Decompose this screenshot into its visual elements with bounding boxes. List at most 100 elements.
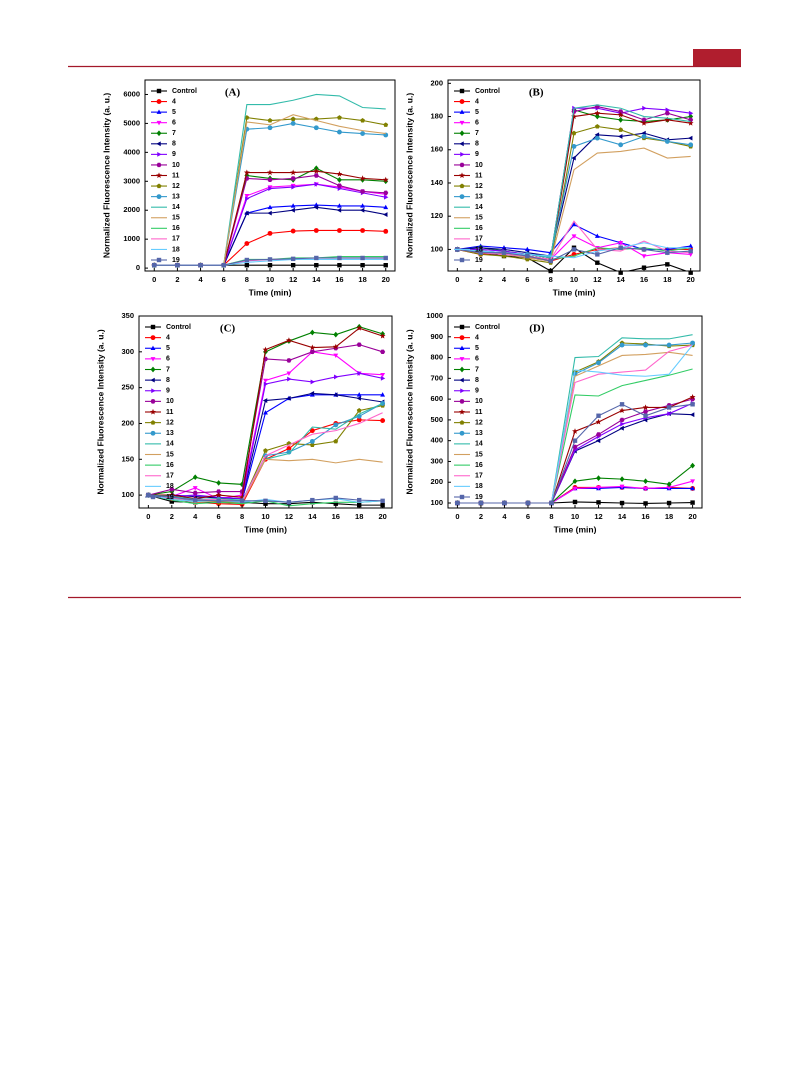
legend-marker — [459, 194, 465, 200]
marker — [688, 252, 694, 258]
marker — [262, 398, 268, 403]
legend-marker — [459, 99, 465, 104]
marker — [333, 438, 339, 444]
marker — [290, 176, 296, 181]
marker — [619, 425, 624, 431]
y-tick-label: 800 — [430, 353, 443, 362]
legend-label: 17 — [475, 236, 483, 243]
marker — [337, 228, 342, 233]
legend-label: 18 — [475, 246, 483, 253]
marker — [336, 170, 343, 177]
marker — [595, 432, 602, 437]
series-line — [148, 344, 383, 496]
series-line — [154, 167, 386, 266]
marker — [643, 501, 648, 506]
x-tick-label: 20 — [382, 275, 390, 284]
marker — [267, 230, 273, 236]
marker — [619, 500, 625, 506]
marker — [290, 207, 295, 213]
legend-marker — [459, 430, 465, 436]
marker — [690, 462, 696, 469]
marker — [596, 485, 601, 491]
legend-label: 11 — [166, 409, 174, 416]
marker — [478, 250, 483, 255]
legend-marker — [157, 151, 162, 157]
legend-label: 5 — [475, 109, 479, 116]
x-tick-label: 10 — [570, 275, 578, 284]
marker — [337, 176, 342, 183]
x-tick-label: 14 — [618, 512, 627, 521]
marker — [244, 257, 250, 263]
y-tick-label: 200 — [121, 418, 134, 427]
x-tick-label: 0 — [152, 275, 156, 284]
marker — [175, 263, 180, 268]
y-tick-label: 180 — [430, 112, 443, 121]
legend-label: 6 — [475, 120, 479, 127]
marker — [664, 139, 670, 144]
legend-label: 10 — [166, 398, 174, 405]
marker — [314, 181, 319, 187]
y-tick-label: 100 — [430, 244, 443, 253]
marker — [643, 342, 648, 348]
y-tick-label: 150 — [121, 454, 134, 463]
x-tick-label: 4 — [193, 512, 198, 521]
x-tick-label: 20 — [378, 512, 386, 521]
series-line — [457, 242, 691, 259]
marker — [380, 375, 386, 381]
marker — [360, 255, 365, 261]
marker — [313, 125, 319, 131]
marker — [356, 325, 363, 331]
marker — [572, 438, 578, 443]
x-tick-label: 12 — [285, 512, 293, 521]
y-tick-label: 3000 — [123, 176, 140, 185]
marker — [571, 113, 577, 120]
marker — [333, 422, 339, 428]
marker — [267, 117, 273, 123]
marker — [383, 228, 389, 234]
x-tick-label: 8 — [549, 512, 553, 521]
legend-marker — [460, 151, 465, 157]
legend-marker — [459, 377, 464, 383]
legend-marker — [156, 172, 162, 178]
x-tick-label: 6 — [222, 275, 226, 284]
legend-label: 13 — [475, 430, 483, 437]
marker — [571, 144, 577, 149]
marker — [688, 135, 693, 141]
header-tab — [693, 49, 741, 66]
marker — [337, 203, 342, 208]
legend-label: 13 — [172, 193, 180, 200]
legend-label: 15 — [475, 215, 483, 222]
legend-label: 12 — [475, 419, 483, 426]
x-tick-label: 0 — [146, 512, 150, 521]
marker — [619, 484, 625, 490]
legend-label: 16 — [166, 462, 174, 469]
y-tick-label: 500 — [430, 415, 443, 424]
legend-marker — [150, 366, 156, 373]
marker — [383, 204, 389, 210]
y-axis-title: Normalized Fluorescence Intensity (a. u.… — [404, 93, 414, 258]
legend-label: 4 — [475, 98, 479, 105]
marker — [337, 255, 342, 261]
marker — [619, 402, 625, 407]
marker — [643, 409, 649, 414]
marker — [290, 120, 296, 126]
x-tick-label: 16 — [640, 275, 648, 284]
x-tick-label: 10 — [571, 512, 579, 521]
marker — [244, 241, 250, 246]
marker — [192, 486, 198, 491]
legend-label: 6 — [166, 356, 170, 363]
legend-label: 10 — [475, 398, 483, 405]
marker — [360, 117, 365, 123]
marker — [169, 487, 175, 492]
legend-marker — [459, 141, 464, 147]
marker — [263, 448, 268, 453]
marker — [643, 486, 648, 492]
series-line — [154, 183, 386, 266]
legend-label: 5 — [475, 345, 479, 352]
marker — [357, 497, 362, 503]
chart: 0 2 4 6 8 10 12 14 16 18 20 100 200 300 400 500 600 700 80… — [404, 311, 703, 534]
marker — [618, 117, 624, 123]
marker — [665, 250, 670, 255]
marker — [310, 497, 315, 503]
marker — [618, 245, 623, 250]
